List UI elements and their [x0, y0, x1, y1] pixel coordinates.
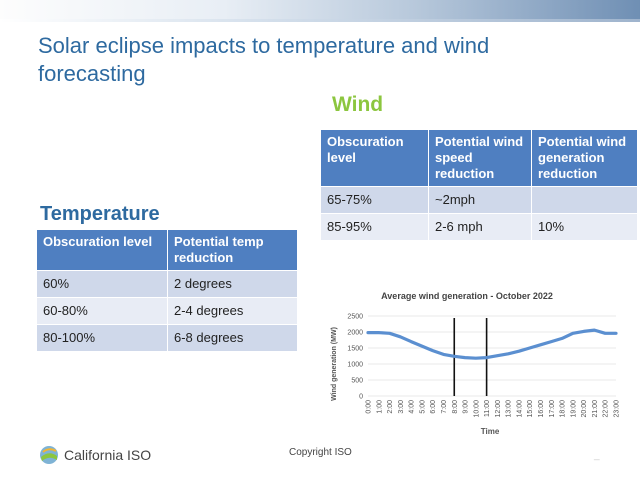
chart-x-tick-label: 19:00 — [570, 400, 577, 418]
table-row: 60% 2 degrees — [36, 270, 298, 298]
chart-x-tick-label: 11:00 — [484, 400, 491, 417]
table-cell: 10% — [531, 213, 638, 241]
chart-x-tick-label: 22:00 — [603, 400, 610, 418]
chart-x-tick-label: 2:00 — [387, 400, 394, 414]
temp-header-obscuration: Obscuration level — [36, 229, 168, 271]
chart-x-tick-label: 18:00 — [560, 400, 567, 418]
wind-table: Obscuration level Potential wind speed r… — [320, 129, 638, 241]
table-cell: 65-75% — [320, 186, 429, 214]
temperature-table-header-row: Obscuration level Potential temp reducti… — [36, 229, 298, 271]
chart-x-tick-label: 14:00 — [516, 400, 523, 418]
chart-y-tick-label: 1000 — [347, 362, 363, 369]
table-cell — [531, 186, 638, 214]
chart-x-tick-label: 0:00 — [366, 400, 373, 414]
top-decorative-band — [0, 0, 640, 22]
logo-icon — [40, 446, 58, 464]
table-row: 65-75% ~2mph — [320, 186, 638, 214]
chart-x-tick-label: 5:00 — [419, 400, 426, 414]
chart-series-line — [366, 328, 618, 360]
chart-x-tick-label: 16:00 — [538, 400, 545, 418]
chart-x-tick-label: 15:00 — [527, 400, 534, 418]
chart-y-tick-label: 0 — [359, 394, 363, 401]
logo-text: California ISO — [64, 447, 152, 463]
table-cell: 60% — [36, 270, 168, 298]
chart-x-tick-label: 4:00 — [409, 400, 416, 414]
table-cell: 85-95% — [320, 213, 429, 241]
chart-y-tick-label: 1500 — [347, 346, 363, 353]
chart-x-tick-label: 6:00 — [430, 400, 437, 414]
wind-generation-chart: Average wind generation - October 2022 W… — [318, 284, 634, 440]
table-cell: 80-100% — [36, 324, 168, 352]
chart-y-tick-label: 2500 — [347, 314, 363, 321]
chart-x-tick-labels: 0:00 1:00 2:00 3:00 4:00 5:00 6:00 7:00 8:00 9:00… — [366, 400, 621, 418]
table-cell: 2-6 mph — [428, 213, 532, 241]
wind-table-header-row: Obscuration level Potential wind speed r… — [320, 129, 638, 187]
chart-x-tick-label: 23:00 — [614, 400, 621, 418]
california-iso-logo: California ISO — [38, 444, 151, 466]
chart-background — [318, 284, 634, 440]
chart-x-tick-label: 13:00 — [506, 400, 513, 418]
chart-x-tick-label: 17:00 — [549, 400, 556, 418]
table-cell: 2-4 degrees — [167, 297, 298, 325]
footer-copyright: Copyright ISO — [289, 447, 352, 458]
wind-header-generation: Potential wind generation reduction — [531, 129, 638, 187]
table-cell: 6-8 degrees — [167, 324, 298, 352]
chart-series — [366, 328, 618, 360]
chart-x-tick-label: 10:00 — [473, 400, 480, 418]
chart-ylabel: Wind generation (MW) — [331, 327, 338, 401]
table-cell: 2 degrees — [167, 270, 298, 298]
table-cell: 60-80% — [36, 297, 168, 325]
wind-heading: Wind — [332, 93, 384, 116]
corner-mark: _ — [594, 450, 600, 461]
chart-x-tick-label: 9:00 — [463, 400, 470, 414]
chart-y-tick-label: 2000 — [347, 330, 363, 337]
chart-x-tick-label: 12:00 — [495, 400, 502, 418]
slide-title: Solar eclipse impacts to temperature and… — [38, 33, 490, 86]
chart-x-tick-label: 20:00 — [581, 400, 588, 418]
chart-x-tick-label: 8:00 — [452, 400, 459, 414]
chart-gridlines — [368, 315, 616, 397]
table-row: 60-80% 2-4 degrees — [36, 297, 298, 325]
chart-y-tick-labels: 0 500 1000 1500 2000 2500 — [347, 314, 363, 401]
table-row: 85-95% 2-6 mph 10% — [320, 213, 638, 241]
chart-x-tick-label: 21:00 — [592, 400, 599, 418]
chart-x-tick-label: 1:00 — [376, 400, 383, 414]
table-cell: ~2mph — [428, 186, 532, 214]
chart-y-tick-label: 500 — [351, 378, 363, 385]
temperature-heading: Temperature — [40, 203, 160, 225]
chart-xlabel: Time — [481, 427, 500, 436]
temperature-table: Obscuration level Potential temp reducti… — [36, 229, 298, 352]
chart-x-tick-label: 3:00 — [398, 400, 405, 414]
chart-x-tick-label: 7:00 — [441, 400, 448, 414]
table-row: 80-100% 6-8 degrees — [36, 324, 298, 352]
wind-header-obscuration: Obscuration level — [320, 129, 429, 187]
temp-header-reduction: Potential temp reduction — [167, 229, 298, 271]
wind-header-speed: Potential wind speed reduction — [428, 129, 532, 187]
chart-title: Average wind generation - October 2022 — [381, 291, 553, 301]
